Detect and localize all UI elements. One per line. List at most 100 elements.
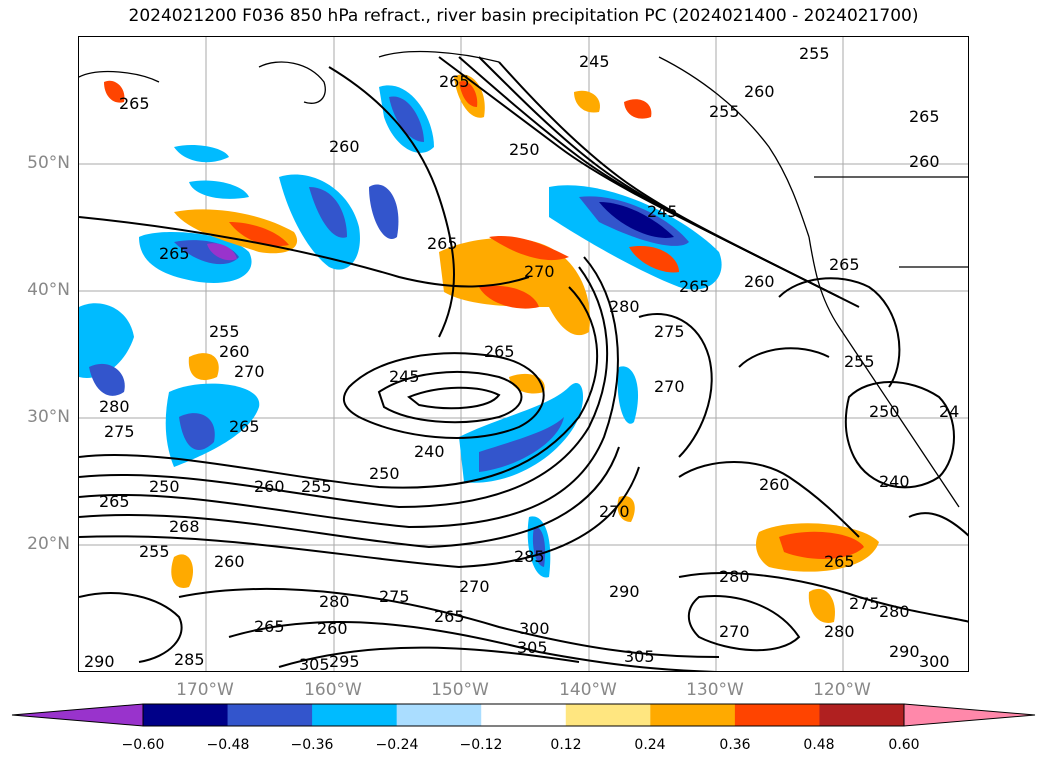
contour-label: 280: [879, 602, 910, 621]
contour-label: 300: [919, 652, 950, 671]
lon-label-160w: 160°W: [304, 680, 362, 700]
precip-area: [369, 184, 399, 239]
contour-label: 270: [719, 622, 750, 641]
contour-label: 265: [119, 94, 150, 113]
contour-label: 280: [719, 567, 750, 586]
colorbar-segment: [12, 704, 143, 726]
contour-label: 260: [214, 552, 245, 571]
contour-label: 250: [869, 402, 900, 421]
precip-area: [779, 531, 864, 559]
lat-label-30n: 30°N: [27, 407, 70, 427]
lon-label-130w: 130°W: [686, 680, 744, 700]
graticule: [79, 37, 968, 671]
contour-label: 260: [219, 342, 250, 361]
contour-label: 270: [524, 262, 555, 281]
contour-label: 265: [439, 72, 470, 91]
colorbar-segment: [143, 704, 229, 726]
colorbar-segment: [227, 704, 313, 726]
contour-label: 245: [389, 367, 420, 386]
precip-area: [617, 496, 635, 522]
contour-label: 275: [104, 422, 135, 441]
contour-label: 285: [514, 547, 545, 566]
contour-label: 255: [844, 352, 875, 371]
colorbar-tick-label: 0.24: [634, 737, 666, 753]
contour-label: 295: [329, 652, 360, 671]
colorbar-tick-label: −0.36: [290, 737, 334, 753]
contour-label: 265: [254, 617, 285, 636]
contour-label: 270: [599, 502, 630, 521]
contour-label: 240: [879, 472, 910, 491]
contour-label: 265: [909, 107, 940, 126]
contour-label: 265: [159, 244, 190, 263]
precip-area: [629, 246, 679, 273]
lon-label-120w: 120°W: [813, 680, 871, 700]
contour-label: 260: [317, 619, 348, 638]
colorbar: [11, 703, 1036, 727]
contour-label: 275: [654, 322, 685, 341]
colorbar-tick-label: 0.36: [719, 737, 751, 753]
contour-label: 275: [379, 587, 410, 606]
contour-label: 250: [369, 464, 400, 483]
contour-label: 265: [99, 492, 130, 511]
precip-shading: [79, 74, 879, 623]
contour-label: 255: [209, 322, 240, 341]
precip-area: [389, 96, 424, 142]
colorbar-segment: [312, 704, 398, 726]
contour-label: 245: [579, 52, 610, 71]
colorbar-tick-label: −0.12: [459, 737, 503, 753]
contour-label: 265: [829, 255, 860, 274]
contour-label: 265: [679, 277, 710, 296]
contour-label: 275: [849, 594, 880, 613]
contour-label: 305: [517, 638, 548, 657]
colorbar-segment: [481, 704, 567, 726]
colorbar-segment: [734, 704, 820, 726]
precip-area: [599, 202, 674, 238]
contour-label: 290: [889, 642, 920, 661]
contour-label: 24: [939, 402, 959, 421]
precip-area: [309, 187, 347, 238]
lat-label-40n: 40°N: [27, 280, 70, 300]
contour-label: 285: [174, 650, 205, 669]
precip-area: [89, 363, 125, 396]
colorbar-tick-label: −0.24: [375, 737, 419, 753]
contour-label: 265: [434, 607, 465, 626]
colorbar-tick-label: 0.60: [888, 737, 920, 753]
contour-label: 305: [624, 647, 655, 666]
colorbar-tick-label: 0.48: [803, 737, 835, 753]
contour-label: 290: [609, 582, 640, 601]
contour-label: 255: [139, 542, 170, 561]
precip-area: [229, 222, 289, 247]
contour-label: 290: [84, 652, 115, 671]
precip-area: [171, 554, 194, 588]
precip-area: [207, 243, 237, 261]
contour-label: 305: [299, 655, 330, 672]
lon-label-150w: 150°W: [431, 680, 489, 700]
precip-area: [104, 80, 125, 103]
contour-label: 270: [459, 577, 490, 596]
contour-label: 300: [519, 619, 550, 638]
contour-label: 245: [647, 202, 678, 221]
precip-area: [189, 180, 249, 199]
colorbar-segment: [904, 704, 1035, 726]
precip-area: [188, 353, 219, 381]
colorbar-segment: [819, 704, 905, 726]
contour-label: 280: [609, 297, 640, 316]
colorbar-segment: [650, 704, 736, 726]
colorbar-segment: [565, 704, 651, 726]
contour-labels: 265 260 265 245 250 245 265 265 270 280 …: [84, 44, 959, 672]
precip-area: [479, 417, 564, 472]
lon-label-170w: 170°W: [176, 680, 234, 700]
map-canvas: 265 260 265 245 250 245 265 265 270 280 …: [79, 37, 968, 672]
contour-label: 260: [254, 477, 285, 496]
lat-label-20n: 20°N: [27, 534, 70, 554]
contour-label: 265: [824, 552, 855, 571]
contour-label: 280: [824, 622, 855, 641]
coastlines: [79, 50, 968, 508]
contour-label: 240: [414, 442, 445, 461]
lat-label-50n: 50°N: [27, 153, 70, 173]
contour-label: 265: [427, 234, 458, 253]
contour-label: 270: [234, 362, 265, 381]
contour-label: 260: [744, 82, 775, 101]
map-title: 2024021200 F036 850 hPa refract., river …: [128, 6, 919, 26]
contour-label: 260: [909, 152, 940, 171]
